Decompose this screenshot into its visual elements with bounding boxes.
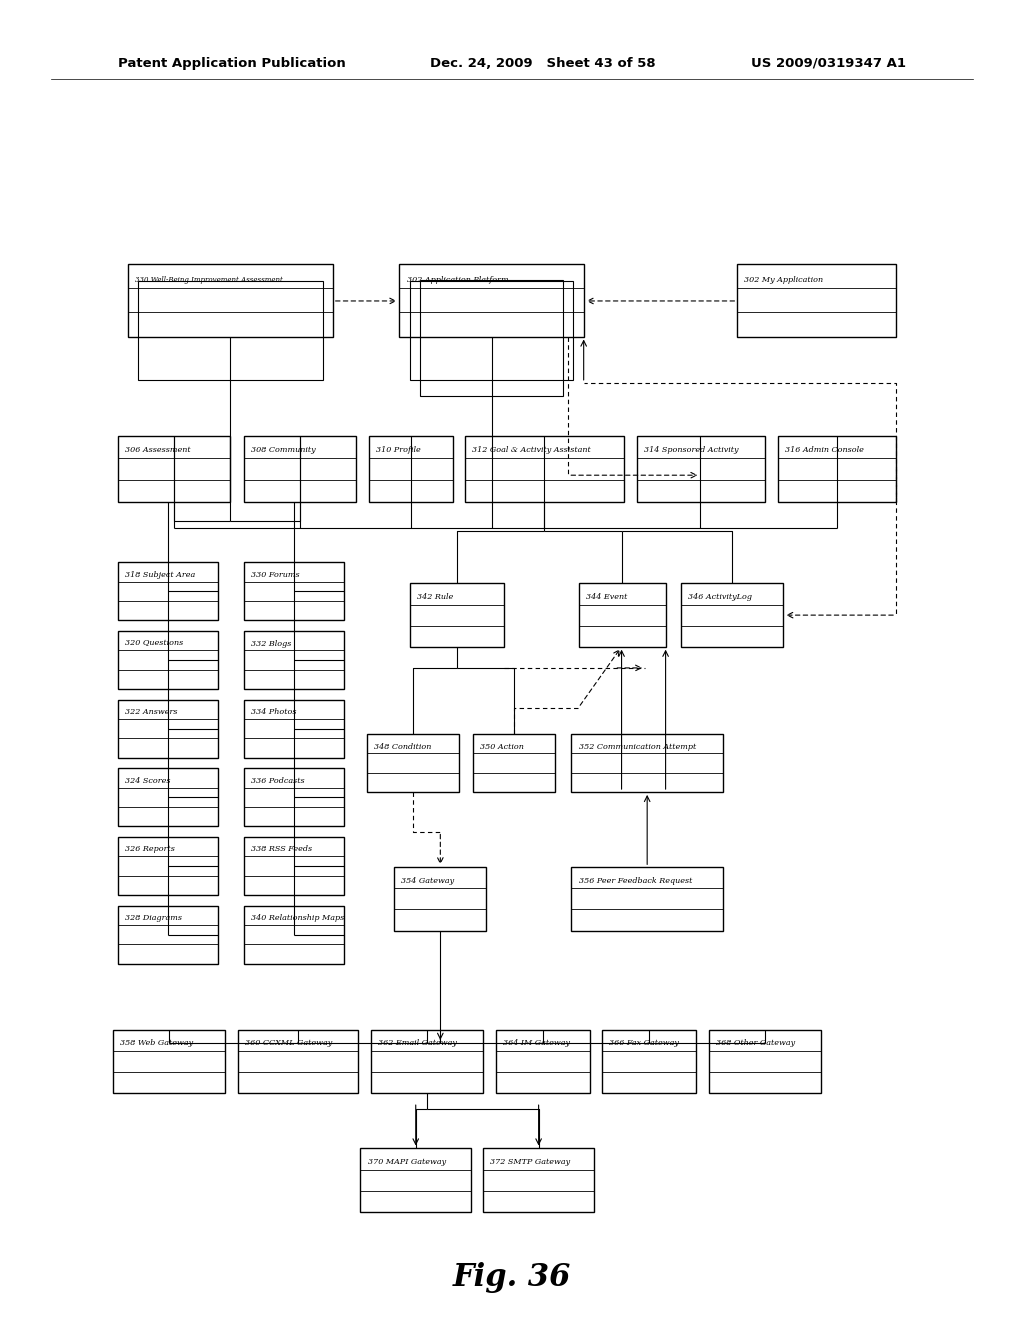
Text: 354 Gateway: 354 Gateway [401, 876, 455, 884]
Bar [571, 734, 723, 792]
Bar [244, 837, 344, 895]
Bar [360, 1148, 471, 1212]
Text: 322 Answers: 322 Answers [125, 709, 177, 717]
Bar [118, 700, 218, 758]
Text: 318 Subject Area: 318 Subject Area [125, 572, 196, 579]
Bar [367, 734, 459, 792]
Bar [244, 562, 344, 620]
Bar [118, 562, 218, 620]
Text: 334 Photos: 334 Photos [251, 709, 296, 717]
Text: 356 Peer Feedback Request: 356 Peer Feedback Request [579, 876, 692, 884]
Text: 316 Admin Console: 316 Admin Console [785, 446, 864, 454]
Text: Patent Application Publication: Patent Application Publication [118, 57, 345, 70]
Bar [681, 583, 783, 647]
Text: 330 Forums: 330 Forums [251, 572, 299, 579]
Bar [238, 1030, 358, 1093]
Bar [579, 583, 666, 647]
Bar [128, 264, 333, 337]
Text: 360 CCXML Gateway: 360 CCXML Gateway [245, 1039, 332, 1047]
Bar [118, 837, 218, 895]
Text: 306 Assessment: 306 Assessment [125, 446, 190, 454]
Text: Fig. 36: Fig. 36 [453, 1262, 571, 1294]
Bar [473, 734, 555, 792]
Text: 328 Diagrams: 328 Diagrams [125, 915, 182, 923]
Text: 340 Relationship Maps: 340 Relationship Maps [251, 915, 344, 923]
Text: 330 Well-Being Improvement Assessment: 330 Well-Being Improvement Assessment [135, 276, 283, 284]
Bar [244, 906, 344, 964]
Bar [571, 867, 723, 931]
Text: 358 Web Gateway: 358 Web Gateway [120, 1039, 193, 1047]
Text: 332 Blogs: 332 Blogs [251, 640, 291, 648]
Bar [244, 436, 356, 502]
Text: 362 Email Gateway: 362 Email Gateway [378, 1039, 457, 1047]
Text: 302 My Application: 302 My Application [744, 276, 823, 284]
Text: 338 RSS Feeds: 338 RSS Feeds [251, 846, 312, 854]
Text: 372 SMTP Gateway: 372 SMTP Gateway [490, 1158, 570, 1166]
Bar [118, 631, 218, 689]
Text: 346 ActivityLog: 346 ActivityLog [688, 593, 752, 601]
Text: 324 Scores: 324 Scores [125, 777, 170, 785]
Text: 336 Podcasts: 336 Podcasts [251, 777, 304, 785]
Text: 348 Condition: 348 Condition [374, 743, 431, 751]
Text: 314 Sponsored Activity: 314 Sponsored Activity [644, 446, 738, 454]
Text: 366 Fax Gateway: 366 Fax Gateway [609, 1039, 679, 1047]
Bar [483, 1148, 594, 1212]
Text: 308 Community: 308 Community [251, 446, 315, 454]
Text: 320 Questions: 320 Questions [125, 640, 183, 648]
Bar [244, 631, 344, 689]
Bar [420, 280, 563, 396]
Text: 368 Other Gateway: 368 Other Gateway [716, 1039, 795, 1047]
Text: Dec. 24, 2009   Sheet 43 of 58: Dec. 24, 2009 Sheet 43 of 58 [430, 57, 655, 70]
Bar [778, 436, 896, 502]
Bar [113, 1030, 225, 1093]
Bar [737, 264, 896, 337]
Bar [410, 583, 504, 647]
Text: 344 Event: 344 Event [586, 593, 627, 601]
Bar [602, 1030, 696, 1093]
Text: 342 Rule: 342 Rule [417, 593, 453, 601]
Text: 312 Goal & Activity Assistant: 312 Goal & Activity Assistant [472, 446, 591, 454]
Bar [369, 436, 453, 502]
Bar [399, 264, 584, 337]
Text: 326 Reports: 326 Reports [125, 846, 175, 854]
Bar [244, 700, 344, 758]
Bar [410, 281, 573, 380]
Text: 364 IM Gateway: 364 IM Gateway [503, 1039, 569, 1047]
Bar [394, 867, 486, 931]
Text: 350 Action: 350 Action [480, 743, 524, 751]
Bar [709, 1030, 821, 1093]
Bar [637, 436, 765, 502]
Bar [118, 768, 218, 826]
Text: 352 Communication Attempt: 352 Communication Attempt [579, 743, 696, 751]
Bar [118, 906, 218, 964]
Text: 310 Profile: 310 Profile [376, 446, 421, 454]
Bar [244, 768, 344, 826]
Text: 370 MAPI Gateway: 370 MAPI Gateway [368, 1158, 445, 1166]
Bar [465, 436, 624, 502]
Text: US 2009/0319347 A1: US 2009/0319347 A1 [752, 57, 906, 70]
Bar [496, 1030, 590, 1093]
Bar [118, 436, 230, 502]
Bar [371, 1030, 483, 1093]
Text: 302 Application Platform: 302 Application Platform [407, 276, 508, 284]
Bar [138, 281, 323, 380]
